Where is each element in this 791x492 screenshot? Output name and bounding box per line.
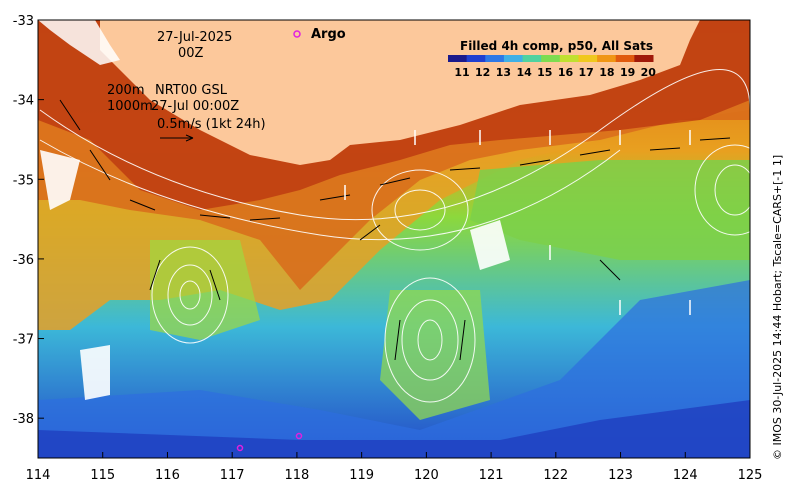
colorbar-label: 13: [496, 66, 511, 79]
x-tick-label: 125: [738, 468, 763, 483]
x-tick-label: 122: [543, 468, 568, 483]
colorbar-title: Filled 4h comp, p50, All Sats: [460, 39, 653, 53]
y-tick-label: -36: [13, 253, 34, 268]
speed-scale-label: 0.5m/s (1kt 24h): [157, 117, 266, 132]
y-tick-label: -38: [13, 412, 34, 427]
colorbar-swatch: [597, 55, 617, 62]
plot-frame: [37, 19, 751, 459]
x-tick-label: 115: [90, 468, 115, 483]
x-tick-label: 114: [26, 468, 51, 483]
green-offshore: [470, 160, 750, 260]
colorbar-label: 14: [516, 66, 532, 79]
colorbar-swatch: [634, 55, 654, 62]
colorbar-swatch: [522, 55, 542, 62]
no-data-patch: [470, 220, 510, 270]
y-tick-label: -35: [13, 173, 34, 188]
eddy-central: [380, 290, 490, 420]
x-tick-label: 120: [414, 468, 439, 483]
cloud-gap: [38, 20, 120, 65]
colorbar-label: 17: [579, 66, 594, 79]
time-label: 00Z: [178, 46, 204, 61]
depth-200-label: 200m: [107, 83, 144, 98]
eddy-west: [150, 240, 260, 340]
colorbar-label: 11: [454, 66, 469, 79]
colorbar-label: 12: [475, 66, 490, 79]
no-data-patch: [80, 345, 110, 400]
colorbar-label: 16: [558, 66, 574, 79]
x-tick-label: 119: [349, 468, 374, 483]
colorbar-label: 20: [641, 66, 657, 79]
x-tick-label: 117: [220, 468, 245, 483]
colorbar-swatch: [485, 55, 505, 62]
ssh-contours: [39, 69, 750, 403]
colorbar: 11 12 13 14 15 16 17 18 19 20: [448, 55, 656, 79]
colorbar-swatch: [615, 55, 635, 62]
map-body: [38, 20, 750, 458]
colorbar-swatch: [503, 55, 524, 62]
y-axis: -33 -34 -35 -36 -37 -38: [13, 14, 44, 427]
x-tick-label: 116: [155, 468, 180, 483]
date-label: 27-Jul-2025: [157, 30, 232, 45]
colorbar-swatch: [466, 55, 486, 62]
no-data-patch: [40, 150, 80, 210]
x-axis: 114 115 116 117 118 119 120 121 122 123 124 125: [26, 452, 763, 483]
gsl-markers: [344, 130, 691, 315]
x-tick-label: 124: [673, 468, 698, 483]
colorbar-label: 18: [599, 66, 614, 79]
current-vectors: [59, 99, 731, 361]
colorbar-swatch: [559, 55, 579, 62]
colorbar-label: 15: [537, 66, 552, 79]
credit-text: © IMOS 30-Jul-2025 14:44 Hobart; Tscale=…: [771, 155, 784, 460]
depth-1000-label: 1000m: [107, 99, 153, 114]
x-tick-label: 123: [608, 468, 633, 483]
argo-label: Argo: [311, 27, 346, 42]
colorbar-label: 19: [620, 66, 635, 79]
colorbar-swatch: [578, 55, 598, 62]
argo-marker: [236, 444, 244, 452]
x-tick-label: 118: [284, 468, 309, 483]
y-tick-label: -37: [13, 333, 34, 348]
x-tick-label: 121: [479, 468, 504, 483]
speed-scale-arrow: [160, 134, 194, 142]
y-tick-label: -33: [13, 14, 34, 29]
coldest-water: [38, 400, 750, 458]
cool-southern-water: [38, 280, 750, 458]
product-label: NRT00 GSL: [155, 83, 228, 98]
colorbar-swatch: [448, 55, 468, 62]
argo-marker: [293, 30, 301, 38]
argo-marker: [295, 432, 303, 440]
colorbar-swatch: [541, 55, 561, 62]
y-tick-label: -34: [13, 94, 34, 109]
product-time-label: 27-Jul 00:00Z: [151, 99, 239, 114]
